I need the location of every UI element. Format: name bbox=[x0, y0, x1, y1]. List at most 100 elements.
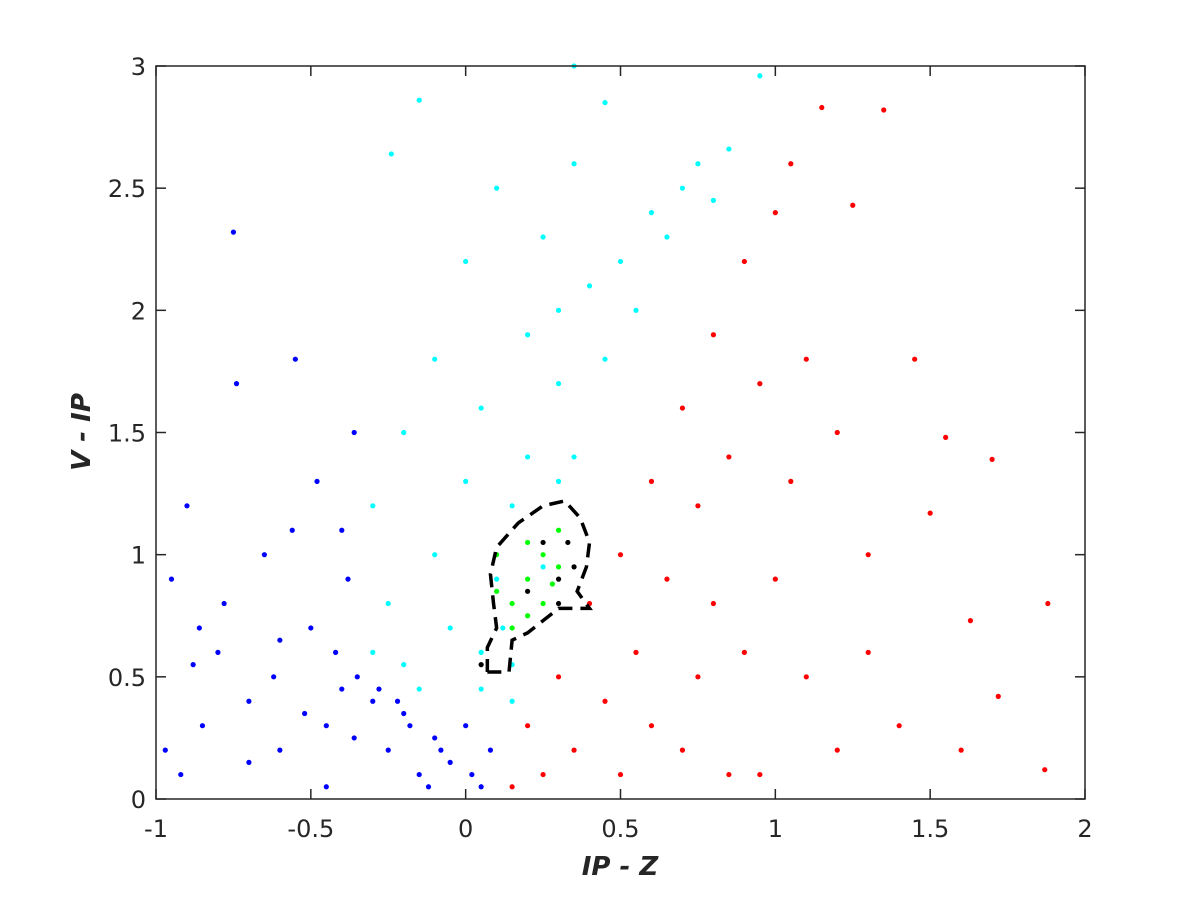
point bbox=[865, 552, 871, 558]
point bbox=[602, 100, 608, 106]
plot-area bbox=[155, 63, 1086, 800]
point bbox=[741, 258, 747, 265]
point bbox=[199, 723, 206, 729]
point bbox=[233, 381, 240, 387]
point bbox=[401, 429, 407, 436]
point bbox=[388, 151, 394, 157]
point bbox=[463, 723, 469, 729]
point bbox=[555, 576, 562, 582]
point bbox=[896, 723, 902, 729]
point bbox=[525, 576, 531, 582]
point bbox=[525, 539, 531, 546]
point bbox=[726, 454, 732, 460]
point bbox=[509, 600, 515, 607]
point bbox=[726, 146, 732, 152]
point bbox=[354, 674, 360, 680]
point bbox=[494, 185, 500, 191]
point bbox=[967, 618, 974, 624]
point bbox=[168, 576, 175, 582]
point bbox=[463, 478, 469, 484]
point bbox=[633, 649, 639, 656]
point bbox=[509, 698, 515, 704]
point bbox=[664, 576, 670, 582]
point bbox=[370, 503, 376, 509]
point bbox=[416, 771, 422, 778]
point bbox=[617, 771, 624, 778]
point bbox=[277, 637, 283, 643]
point bbox=[323, 723, 329, 729]
point bbox=[881, 107, 887, 113]
point bbox=[555, 381, 562, 387]
point bbox=[757, 381, 763, 387]
region-boundary bbox=[485, 498, 593, 674]
point bbox=[850, 202, 856, 208]
point bbox=[995, 693, 1001, 699]
point bbox=[695, 161, 701, 167]
point bbox=[525, 613, 531, 619]
point bbox=[695, 674, 701, 680]
point bbox=[333, 649, 339, 656]
x-tick-label: -1 bbox=[144, 815, 168, 843]
y-tick-label: 0.5 bbox=[108, 664, 146, 692]
y-tick-label: 3 bbox=[131, 53, 146, 81]
point bbox=[478, 649, 484, 656]
point bbox=[509, 503, 515, 509]
point bbox=[407, 723, 413, 729]
point bbox=[540, 539, 546, 546]
point bbox=[525, 723, 531, 729]
point bbox=[565, 539, 571, 546]
point bbox=[162, 747, 168, 753]
point bbox=[509, 784, 515, 790]
point bbox=[803, 356, 809, 362]
point bbox=[571, 747, 577, 753]
point bbox=[602, 698, 608, 704]
point bbox=[277, 747, 283, 753]
point bbox=[401, 710, 407, 717]
point bbox=[376, 686, 382, 692]
point bbox=[261, 552, 267, 558]
point bbox=[370, 649, 376, 656]
point bbox=[302, 710, 308, 717]
y-tick-label: 1 bbox=[131, 542, 146, 570]
y-tick-label: 2 bbox=[131, 297, 146, 325]
point bbox=[370, 698, 376, 704]
point bbox=[416, 686, 422, 692]
point bbox=[834, 429, 840, 436]
point bbox=[571, 161, 577, 167]
point bbox=[555, 564, 562, 570]
point bbox=[772, 210, 778, 216]
point bbox=[726, 771, 732, 778]
point bbox=[432, 356, 438, 362]
point bbox=[549, 581, 555, 587]
point bbox=[943, 434, 949, 440]
point bbox=[432, 552, 438, 558]
point bbox=[1045, 600, 1051, 607]
point bbox=[865, 649, 871, 656]
point bbox=[289, 527, 295, 533]
point bbox=[571, 564, 577, 570]
point bbox=[679, 185, 686, 191]
point bbox=[989, 456, 995, 462]
y-tick-label: 1.5 bbox=[108, 420, 146, 448]
point bbox=[710, 197, 717, 203]
point bbox=[912, 356, 918, 362]
point bbox=[447, 759, 453, 765]
point bbox=[788, 161, 794, 167]
point bbox=[345, 576, 351, 582]
point bbox=[757, 771, 763, 778]
x-tick-label: -0.5 bbox=[287, 815, 334, 843]
point bbox=[648, 478, 655, 484]
point bbox=[803, 674, 809, 680]
point bbox=[401, 662, 407, 668]
point bbox=[438, 747, 444, 753]
point bbox=[500, 625, 506, 631]
point bbox=[385, 600, 391, 607]
point bbox=[540, 552, 546, 558]
point bbox=[540, 771, 546, 778]
point bbox=[215, 649, 221, 656]
point bbox=[494, 588, 500, 594]
point bbox=[958, 747, 964, 753]
y-tick-label: 0 bbox=[131, 786, 146, 814]
